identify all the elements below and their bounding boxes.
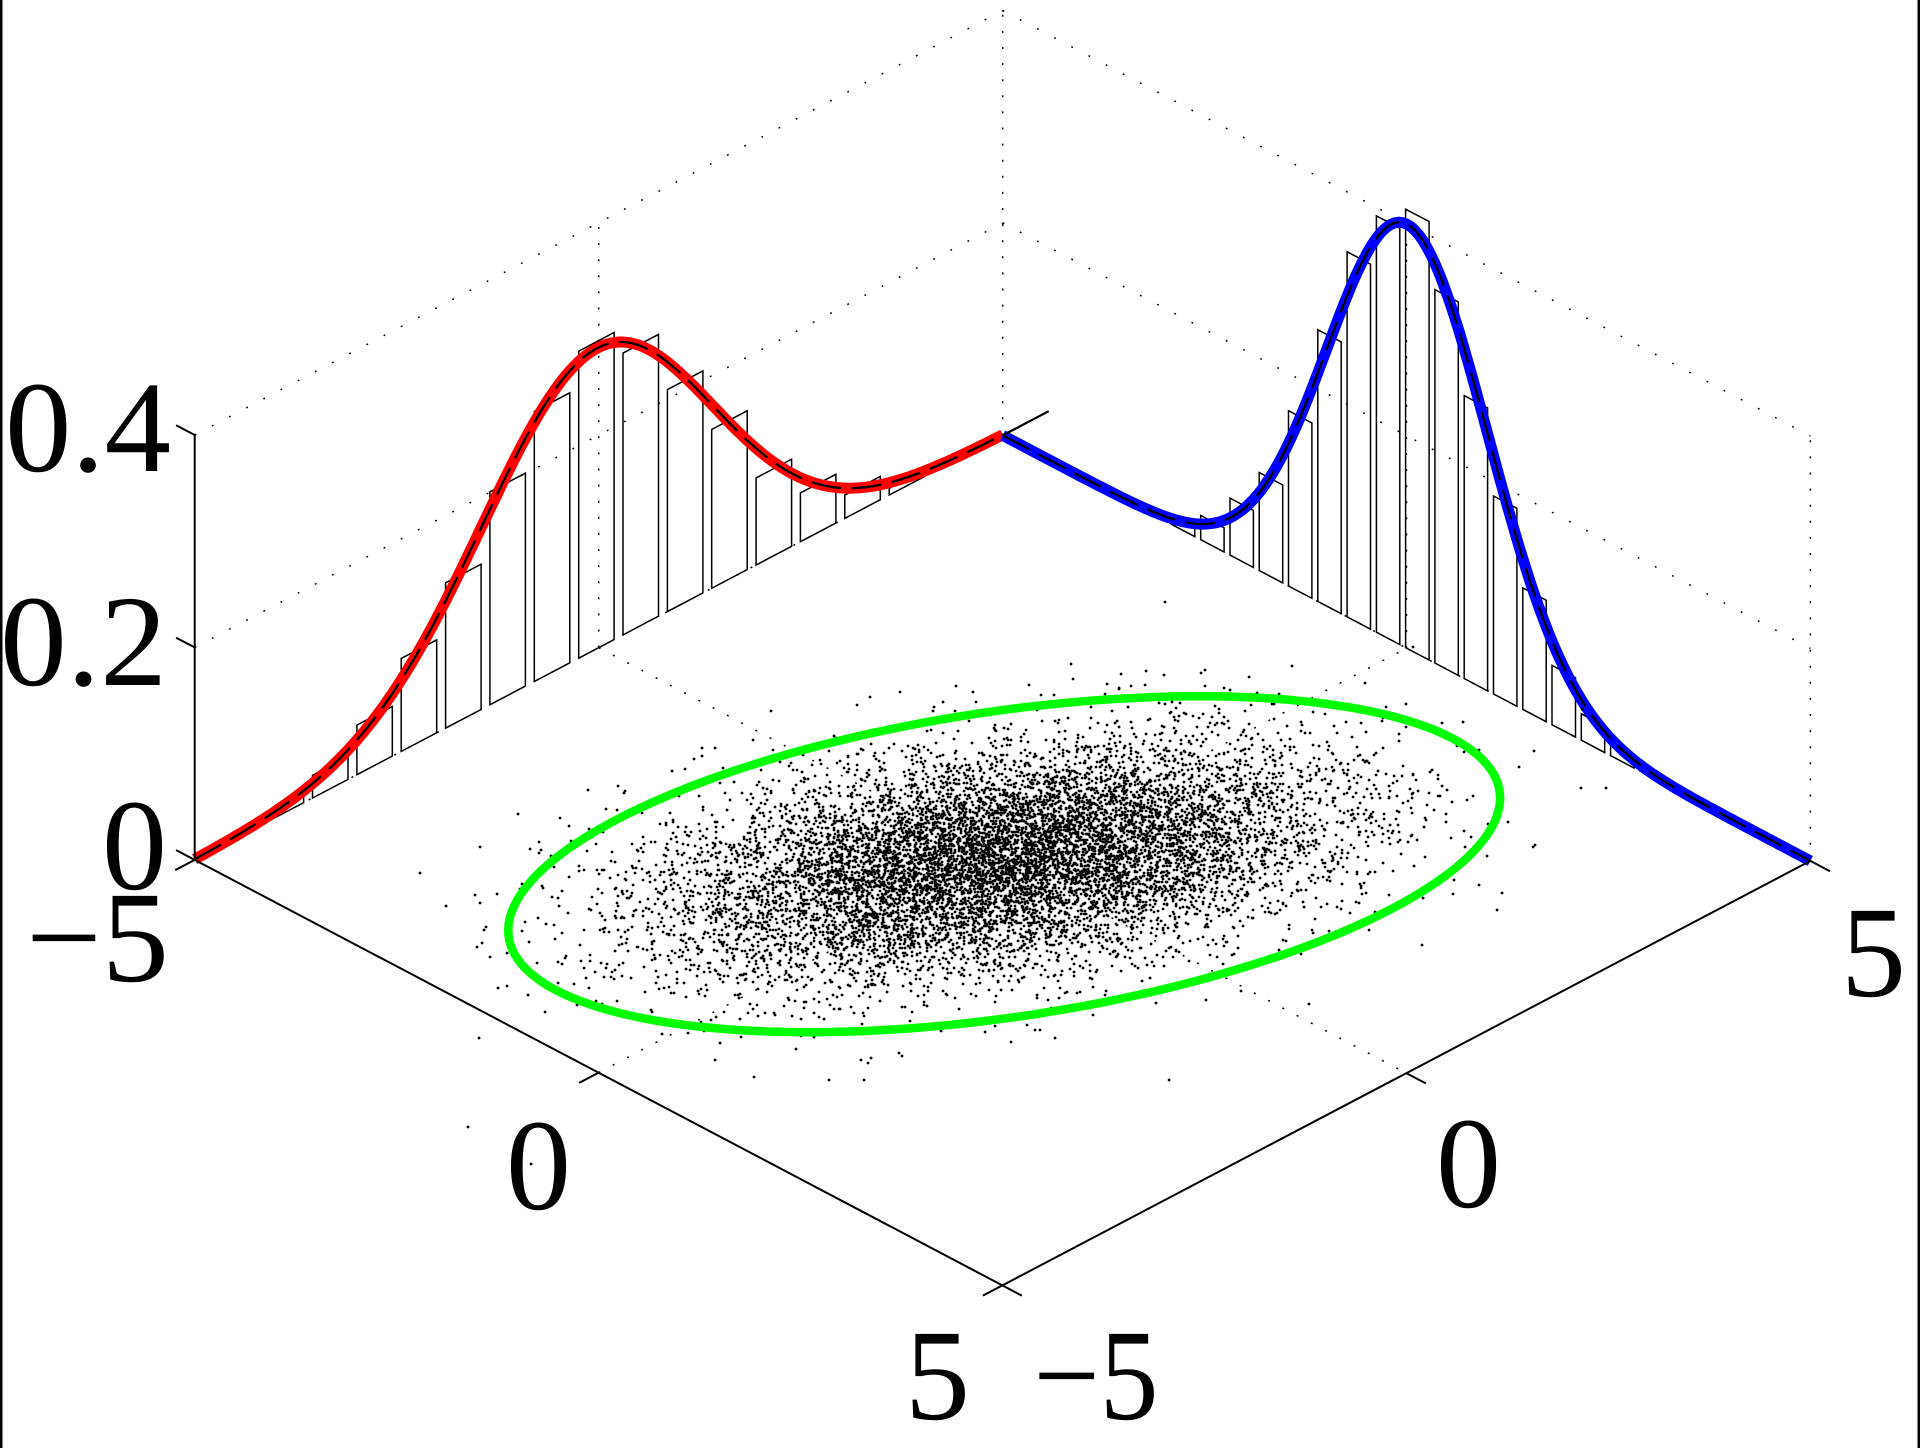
svg-text:−5: −5: [1034, 1304, 1159, 1448]
svg-text:0: 0: [102, 774, 167, 918]
svg-text:5: 5: [905, 1304, 970, 1448]
svg-text:0.2: 0.2: [0, 570, 167, 714]
svg-text:5: 5: [1841, 881, 1906, 1025]
svg-text:0: 0: [1436, 1092, 1501, 1236]
svg-text:0: 0: [506, 1094, 571, 1238]
svg-text:−5: −5: [26, 866, 169, 1010]
svg-text:0.4: 0.4: [5, 356, 171, 500]
